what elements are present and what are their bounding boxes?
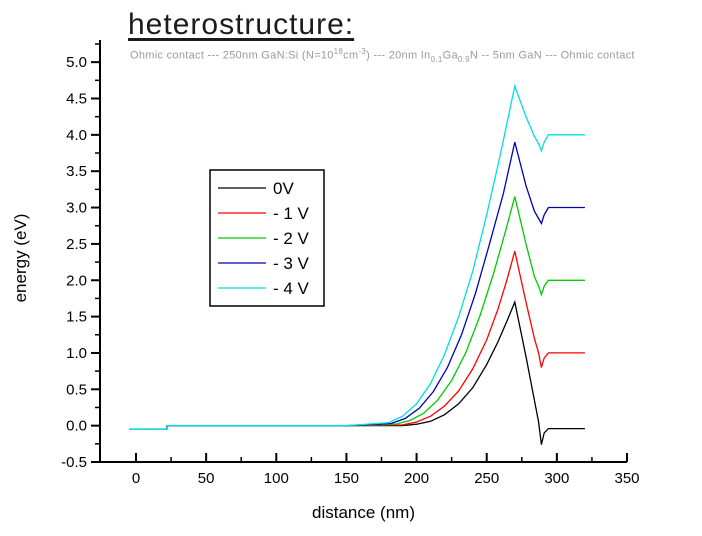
legend-label: - 4 V xyxy=(273,279,310,298)
subtitle-segment: -3 xyxy=(358,47,367,56)
x-tick-label: 100 xyxy=(264,470,289,487)
y-tick-label: 4.5 xyxy=(66,91,87,108)
y-tick-label: 2.5 xyxy=(66,236,87,253)
chart-subtitle: Ohmic contact --- 250nm GaN:Si (N=1018cm… xyxy=(130,47,635,64)
x-tick-label: 150 xyxy=(334,470,359,487)
y-tick-label: -0.5 xyxy=(61,454,87,471)
subtitle-segment: 18 xyxy=(333,47,344,56)
subtitle-segment: Ohmic contact --- 250nm GaN:Si (N=10 xyxy=(130,49,334,62)
series-line--1V xyxy=(129,251,585,430)
y-tick-label: 0.0 xyxy=(66,418,87,435)
x-tick-label: 200 xyxy=(404,470,429,487)
y-tick-label: 3.5 xyxy=(66,163,87,180)
y-tick-label: 2.0 xyxy=(66,272,87,289)
y-tick-label: 3.0 xyxy=(66,200,87,217)
legend-label: - 1 V xyxy=(273,204,310,223)
chart-title: heterostructure: xyxy=(128,8,355,41)
y-tick-label: 1.5 xyxy=(66,309,87,326)
x-tick-label: 300 xyxy=(544,470,569,487)
legend-label: - 2 V xyxy=(273,229,310,248)
series-line--3V xyxy=(129,141,585,430)
x-tick-label: 350 xyxy=(614,470,639,487)
subtitle-segment: Ga xyxy=(442,49,458,62)
y-tick-label: 0.5 xyxy=(66,381,87,398)
x-tick-label: 50 xyxy=(198,470,215,487)
legend-label: - 3 V xyxy=(273,254,310,273)
legend-label: 0V xyxy=(273,179,294,198)
x-axis-title: distance (nm) xyxy=(312,503,415,522)
series-line--4V xyxy=(129,83,585,430)
subtitle-segment: N -- 5nm GaN --- Ohmic contact xyxy=(469,49,635,62)
x-tick-label: 0 xyxy=(132,470,140,487)
y-axis-title: energy (eV) xyxy=(11,214,30,303)
subtitle-segment: ) --- 20nm In xyxy=(366,49,431,62)
y-tick-label: 1.0 xyxy=(66,345,87,362)
x-tick-label: 250 xyxy=(474,470,499,487)
subtitle-segment: cm xyxy=(343,49,359,62)
subtitle-segment: 0.9 xyxy=(457,54,470,64)
subtitle-segment: 0.1 xyxy=(430,54,443,64)
series-line-0V xyxy=(129,299,585,445)
y-tick-label: 5.0 xyxy=(66,54,87,71)
y-tick-label: 4.0 xyxy=(66,127,87,144)
